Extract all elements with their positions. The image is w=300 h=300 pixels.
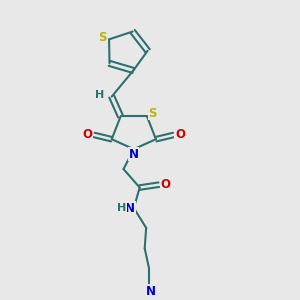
- Text: O: O: [175, 128, 185, 142]
- Text: N: N: [125, 202, 135, 214]
- Text: H: H: [95, 90, 104, 100]
- Text: S: S: [98, 32, 107, 44]
- Text: H: H: [117, 203, 126, 213]
- Text: N: N: [129, 148, 139, 161]
- Text: S: S: [148, 106, 157, 120]
- Text: N: N: [146, 285, 156, 298]
- Text: O: O: [82, 128, 93, 142]
- Text: O: O: [160, 178, 170, 191]
